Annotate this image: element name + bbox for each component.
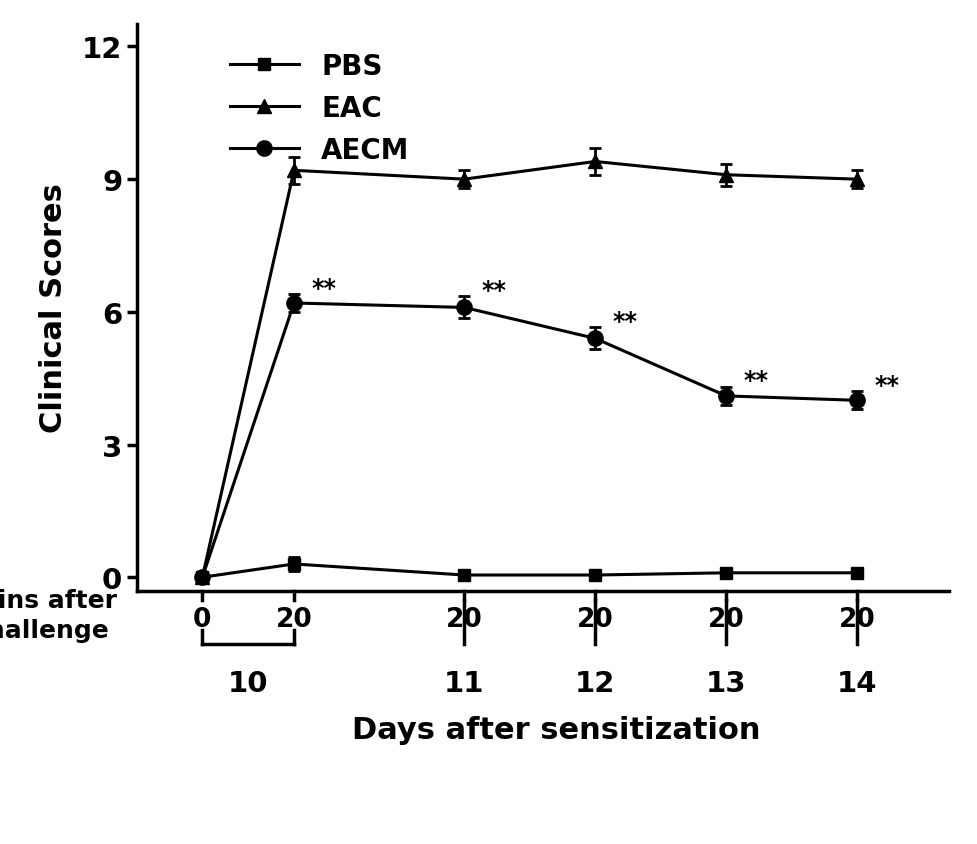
Text: 0: 0 <box>193 607 211 632</box>
Y-axis label: Clinical Scores: Clinical Scores <box>39 183 68 433</box>
Text: 20: 20 <box>838 607 874 632</box>
Text: 20: 20 <box>576 607 613 632</box>
Text: 13: 13 <box>705 669 745 697</box>
Text: 20: 20 <box>707 607 743 632</box>
Legend: PBS, EAC, AECM: PBS, EAC, AECM <box>216 39 423 179</box>
Text: 11: 11 <box>444 669 484 697</box>
Text: 14: 14 <box>836 669 876 697</box>
Text: 20: 20 <box>446 607 482 632</box>
Text: 10: 10 <box>228 669 268 697</box>
Text: **: ** <box>612 310 637 333</box>
Text: 20: 20 <box>276 607 312 632</box>
Text: 12: 12 <box>574 669 615 697</box>
Text: **: ** <box>873 373 898 398</box>
Text: **: ** <box>481 279 506 302</box>
Text: **: ** <box>311 276 336 300</box>
Text: Mins after
challenge: Mins after challenge <box>0 588 117 642</box>
Text: Days after sensitization: Days after sensitization <box>352 716 759 744</box>
Text: **: ** <box>743 369 767 393</box>
